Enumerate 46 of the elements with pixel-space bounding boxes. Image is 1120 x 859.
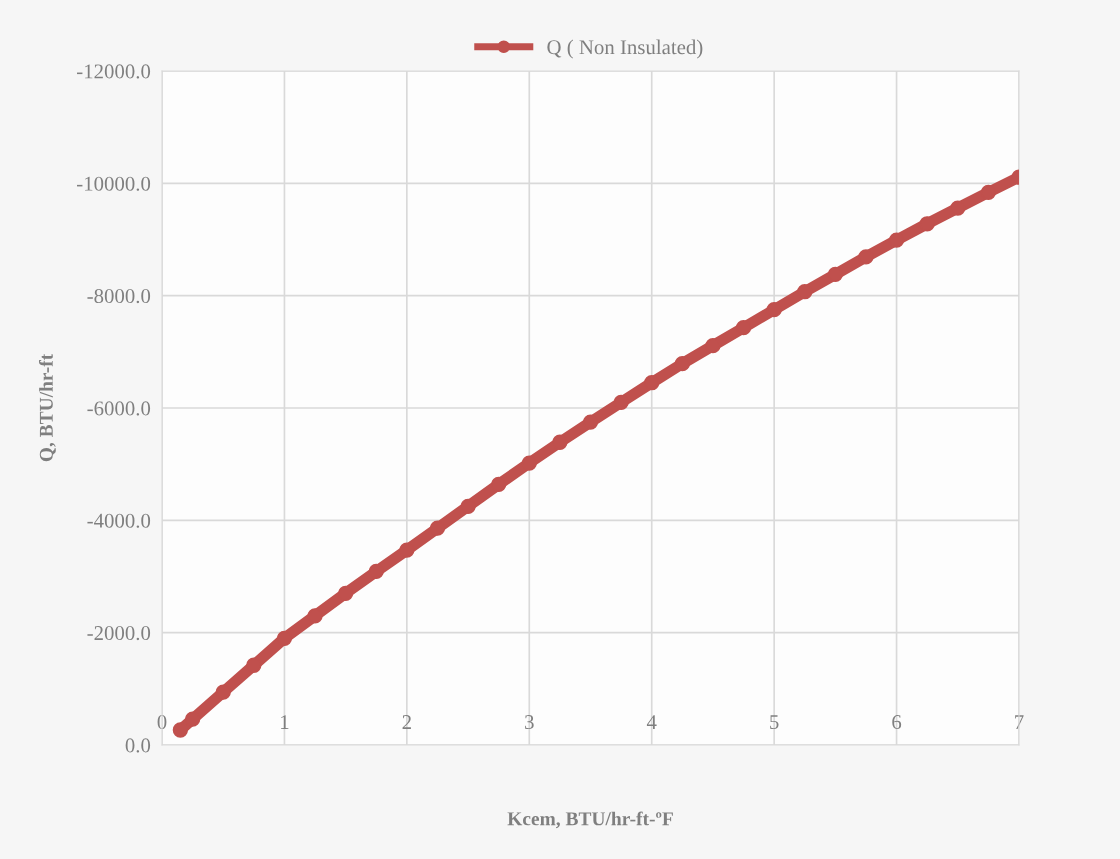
point [950,200,966,216]
point [246,657,262,673]
point [491,476,507,493]
y-tick-label: -4000.0 [87,513,151,528]
x-tick-label: 2 [402,715,411,729]
y-tick-label: -6000.0 [87,401,151,416]
x-tick-label: 5 [770,715,779,730]
point [735,320,752,336]
point [827,266,843,282]
point [460,498,476,514]
point [919,216,935,232]
point [858,249,874,265]
x-axis-title: Kcem, BTU/hr-ft-ºF [507,811,673,829]
x-tick-label: 0 [157,715,167,730]
point [613,394,629,411]
point [766,302,782,318]
point [399,542,415,558]
y-tick-label: -2000.0 [87,626,151,641]
point [552,434,568,450]
point [172,722,189,738]
point [276,630,293,646]
x-tick-label: 4 [646,715,657,729]
y-tick-label: -8000.0 [87,289,151,304]
point [705,338,721,354]
point [674,355,690,372]
point [521,455,537,471]
point [980,184,997,200]
x-tick-label: 1 [281,715,289,729]
y-tick-label: -10000.0 [77,176,151,191]
point [797,284,813,300]
point [215,684,231,700]
y-axis-title: Q, BTU/hr-ft [38,353,56,462]
point [644,375,660,391]
point [338,585,354,601]
legend-label: Q ( Non Insulated) [547,39,703,59]
x-tick-label: 6 [892,715,902,730]
y-tick-label: 0.0 [125,738,151,753]
point [307,608,323,624]
point [888,232,905,248]
x-tick-label: 3 [525,715,534,730]
point [429,520,446,536]
x-tick-label: 7 [1015,715,1024,729]
point [184,711,201,727]
y-tick-label: -12000.0 [77,64,151,79]
point [582,414,599,430]
point [368,563,384,580]
